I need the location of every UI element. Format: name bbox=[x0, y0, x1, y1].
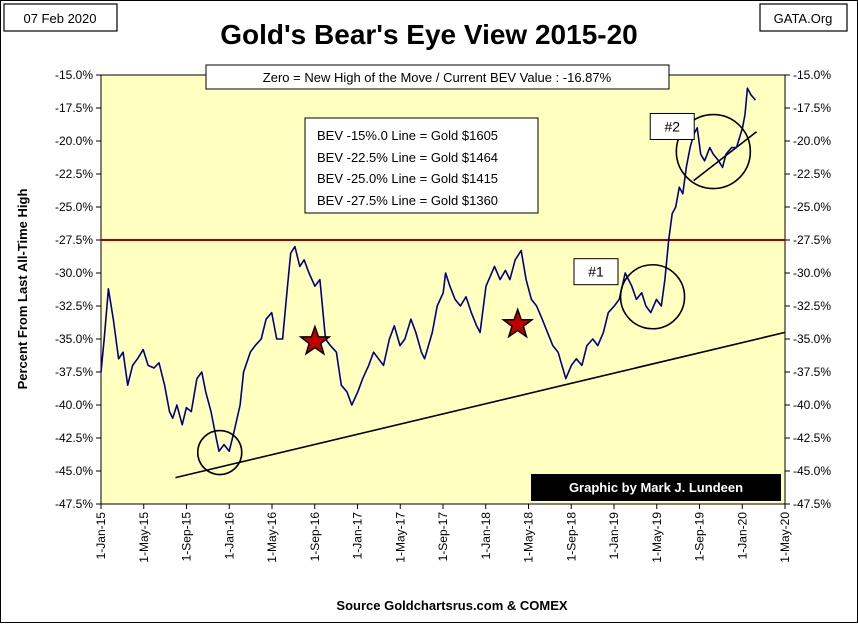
y-tick-label-right: -25.0% bbox=[793, 200, 831, 214]
x-tick-label: 1-Jan-17 bbox=[351, 512, 365, 560]
date-label: 07 Feb 2020 bbox=[23, 11, 96, 26]
footer-source: Source Goldchartsrus.com & COMEX bbox=[336, 598, 567, 613]
info-box-frame bbox=[304, 117, 539, 214]
y-tick-label-left: -20.0% bbox=[55, 134, 93, 148]
trend-line bbox=[175, 331, 786, 479]
x-tick-label: 1-Sep-16 bbox=[308, 512, 322, 562]
y-tick-label-left: -37.5% bbox=[55, 365, 93, 379]
y-tick-label-right: -45.0% bbox=[793, 464, 831, 478]
bev-series-line bbox=[100, 87, 757, 453]
highlight-circle bbox=[675, 113, 752, 190]
y-tick-label-left: -40.0% bbox=[55, 398, 93, 412]
info-line-4: BEV -27.5% Line = Gold $1360 bbox=[317, 193, 498, 208]
annotation-label: #2 bbox=[664, 118, 680, 134]
y-tick-label-right: -35.0% bbox=[793, 332, 831, 346]
info-line-3: BEV -25.0% Line = Gold $1415 bbox=[317, 171, 498, 186]
x-tick-label: 1-May-18 bbox=[522, 512, 536, 563]
y-tick-label-right: -37.5% bbox=[793, 365, 831, 379]
star-marker bbox=[501, 307, 535, 339]
date-box bbox=[3, 3, 118, 32]
y-tick-label-right: -15.0% bbox=[793, 68, 831, 82]
x-tick-label: 1-Sep-15 bbox=[180, 512, 194, 562]
x-tick-label: 1-Jan-20 bbox=[735, 512, 749, 560]
y-tick-label-right: -42.5% bbox=[793, 431, 831, 445]
y-tick-label-left: -27.5% bbox=[55, 233, 93, 247]
x-tick-label: 1-Sep-18 bbox=[564, 512, 578, 562]
x-axis: 1-Jan-15 1-May-15 1-Sep-15 1-Jan-16 1-May-16… bbox=[94, 504, 792, 563]
source-tag-box bbox=[759, 3, 848, 32]
annotations: #1 #2 bbox=[573, 112, 695, 286]
y-tick-label-right: -22.5% bbox=[793, 167, 831, 181]
x-tick-label: 1-May-19 bbox=[650, 512, 664, 563]
y-axis-label: Percent From Last All-Time High bbox=[15, 189, 30, 390]
x-tick-label: 1-May-17 bbox=[393, 512, 407, 563]
annotation-box bbox=[649, 112, 695, 140]
credit-box bbox=[531, 474, 781, 501]
y-tick-label-left: -32.5% bbox=[55, 299, 93, 313]
y-tick-label-left: -25.0% bbox=[55, 200, 93, 214]
y-tick-label-right: -32.5% bbox=[793, 299, 831, 313]
y-tick-label-right: -17.5% bbox=[793, 101, 831, 115]
highlight-circle bbox=[196, 429, 243, 476]
x-tick-label: 1-May-15 bbox=[137, 512, 151, 563]
x-tick-label: 1-Sep-17 bbox=[436, 512, 450, 562]
y-tick-label-right: -27.5% bbox=[793, 233, 831, 247]
info-line-2: BEV -22.5% Line = Gold $1464 bbox=[317, 150, 498, 165]
subtitle-box bbox=[205, 64, 670, 90]
x-tick-label: 1-Jan-16 bbox=[222, 512, 236, 560]
y-tick-label-left: -45.0% bbox=[55, 464, 93, 478]
y-axis-right: -15.0% -17.5% -20.0% -22.5% -25.0% -27.5% -30.… bbox=[785, 68, 831, 511]
y-tick-label-left: -17.5% bbox=[55, 101, 93, 115]
source-tag: GATA.Org bbox=[774, 11, 833, 26]
x-tick-label: 1-May-20 bbox=[778, 512, 792, 563]
star-markers bbox=[298, 307, 535, 356]
y-tick-label-left: -42.5% bbox=[55, 431, 93, 445]
info-line-1: BEV -15%.0 Line = Gold $1605 bbox=[317, 128, 498, 143]
chart-subtitle: Zero = New High of the Move / Current BE… bbox=[263, 70, 612, 85]
x-tick-label: 1-Jan-19 bbox=[607, 512, 621, 560]
y-tick-label-right: -40.0% bbox=[793, 398, 831, 412]
y-axis-left: -15.0% -17.5% -20.0% -22.5% -25.0% -27.5% -30.… bbox=[55, 68, 101, 511]
annotation-label: #1 bbox=[588, 264, 604, 280]
x-tick-label: 1-May-16 bbox=[265, 512, 279, 563]
chart-title: Gold's Bear's Eye View 2015-20 bbox=[220, 19, 637, 50]
x-tick-label: 1-Jan-18 bbox=[479, 512, 493, 560]
y-tick-label-left: -47.5% bbox=[55, 497, 93, 511]
y-tick-label-left: -30.0% bbox=[55, 266, 93, 280]
annotation-box bbox=[573, 258, 619, 286]
highlight-circles bbox=[196, 113, 752, 476]
y-tick-label-right: -47.5% bbox=[793, 497, 831, 511]
highlight-circle bbox=[619, 263, 686, 330]
y-tick-label-right: -30.0% bbox=[793, 266, 831, 280]
x-tick-label: 1-Jan-15 bbox=[94, 512, 108, 560]
star-marker bbox=[298, 324, 332, 356]
y-tick-label-left: -35.0% bbox=[55, 332, 93, 346]
info-box: BEV -15%.0 Line = Gold $1605 BEV -22.5% … bbox=[304, 117, 539, 214]
y-tick-label-left: -15.0% bbox=[55, 68, 93, 82]
y-tick-label-left: -22.5% bbox=[55, 167, 93, 181]
x-tick-label: 1-Sep-19 bbox=[693, 512, 707, 562]
y-tick-label-right: -20.0% bbox=[793, 134, 831, 148]
credit-label: Graphic by Mark J. Lundeen bbox=[569, 480, 743, 495]
